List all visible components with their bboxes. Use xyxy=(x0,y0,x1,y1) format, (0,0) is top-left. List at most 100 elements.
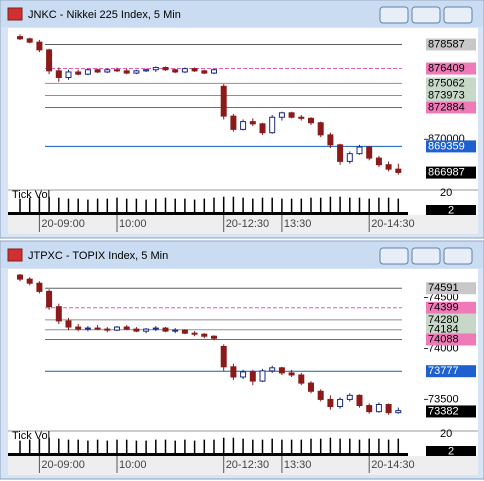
x-tick-label: 20-14:30 xyxy=(371,218,414,230)
candle-body xyxy=(94,327,101,330)
candle-body xyxy=(94,69,101,73)
candle-body xyxy=(337,398,344,408)
candle-body xyxy=(240,371,247,378)
level-label-box xyxy=(426,323,476,336)
candle-body xyxy=(317,390,324,400)
level-label-box xyxy=(426,313,476,326)
candle-body xyxy=(356,394,363,407)
candle-body xyxy=(152,327,159,330)
level-label-box xyxy=(426,62,476,75)
volume-last-box xyxy=(426,205,476,216)
candle-body xyxy=(385,164,392,170)
minimize-button[interactable] xyxy=(379,6,409,24)
candle-body xyxy=(181,329,188,334)
candle-body xyxy=(395,168,402,173)
y-tick-label: 74500 xyxy=(428,291,459,303)
level-label-box xyxy=(426,89,476,102)
x-tick-label: 20-12:30 xyxy=(226,218,269,230)
candle-body xyxy=(356,146,363,155)
candle-body xyxy=(375,404,382,413)
time-axis-bar xyxy=(8,453,408,456)
candle-body xyxy=(191,332,198,335)
x-tick-label: 13:30 xyxy=(284,459,312,471)
close-button[interactable] xyxy=(443,6,473,24)
candle-body xyxy=(259,123,266,134)
candle-body xyxy=(201,333,208,337)
time-axis-bar xyxy=(8,212,408,215)
window-icon xyxy=(7,248,23,262)
x-tick-label: 10:00 xyxy=(119,459,147,471)
candle-body xyxy=(65,320,72,328)
level-label-box xyxy=(426,140,476,153)
candle-body xyxy=(249,371,256,382)
candle-body xyxy=(346,153,353,162)
candle-body xyxy=(288,372,295,376)
candle-body xyxy=(17,274,23,280)
candle-body xyxy=(36,282,43,292)
candle-body xyxy=(298,374,305,384)
volume-label: Tick Vol xyxy=(12,430,50,442)
candle-body xyxy=(327,134,334,146)
candle-body xyxy=(65,71,72,78)
level-label: 73777 xyxy=(428,365,459,377)
candle-body xyxy=(46,290,53,308)
candle-body xyxy=(84,327,91,330)
level-label: 878587 xyxy=(428,38,465,50)
volume-tick-label: 20 xyxy=(440,428,452,440)
level-label: 74591 xyxy=(428,282,459,294)
candle-body xyxy=(133,328,140,332)
restore-button[interactable] xyxy=(411,247,441,265)
level-label-box xyxy=(426,101,476,114)
candle-body xyxy=(269,367,276,372)
candle-body xyxy=(346,394,353,400)
level-label-box xyxy=(426,365,476,378)
candle-body xyxy=(230,366,237,378)
level-label-box xyxy=(426,77,476,90)
candle-body xyxy=(114,326,120,331)
candle-body xyxy=(337,144,344,162)
last-price-box xyxy=(426,166,476,179)
level-label: 873973 xyxy=(428,89,465,101)
close-button[interactable] xyxy=(443,247,473,265)
level-label: 872884 xyxy=(428,101,465,113)
level-label-box xyxy=(426,301,476,314)
restore-button[interactable] xyxy=(411,6,441,24)
candle-body xyxy=(278,112,285,118)
candle-body xyxy=(123,70,130,74)
candle-body xyxy=(211,335,217,339)
level-label-box xyxy=(426,333,476,346)
last-price-box xyxy=(426,405,476,418)
candle-body xyxy=(181,68,188,73)
x-tick-label: 20-14:30 xyxy=(371,459,414,471)
candle-body xyxy=(308,382,314,392)
candle-body xyxy=(172,69,179,73)
candle-body xyxy=(240,121,247,130)
time-axis xyxy=(8,456,478,475)
candle-body xyxy=(46,49,53,72)
candle-body xyxy=(288,112,295,118)
candle-body xyxy=(211,69,217,74)
candle-body xyxy=(278,367,285,374)
x-tick-label: 20-12:30 xyxy=(226,459,269,471)
volume-label: Tick Vol xyxy=(12,189,50,201)
candle-body xyxy=(269,116,276,134)
x-tick-label: 13:30 xyxy=(284,218,312,230)
last-price: 73382 xyxy=(428,405,459,417)
candle-body xyxy=(366,405,373,413)
y-tick-label: 73500 xyxy=(428,393,459,405)
candle-body xyxy=(104,69,111,73)
window-title: JNKC - Nikkei 225 Index, 5 Min xyxy=(28,9,181,21)
minimize-button[interactable] xyxy=(379,247,409,265)
x-tick-label: 20-09:00 xyxy=(41,218,84,230)
candle-body xyxy=(152,67,159,71)
window-icon xyxy=(7,7,23,21)
window-title: JTPXC - TOPIX Index, 5 Min xyxy=(28,250,168,262)
candle-body xyxy=(26,38,33,43)
level-label: 74184 xyxy=(428,324,459,336)
candle-body xyxy=(308,117,314,124)
candle-body xyxy=(259,370,266,382)
time-axis xyxy=(8,215,478,234)
level-label: 74280 xyxy=(428,314,459,326)
candle-body xyxy=(17,36,23,40)
